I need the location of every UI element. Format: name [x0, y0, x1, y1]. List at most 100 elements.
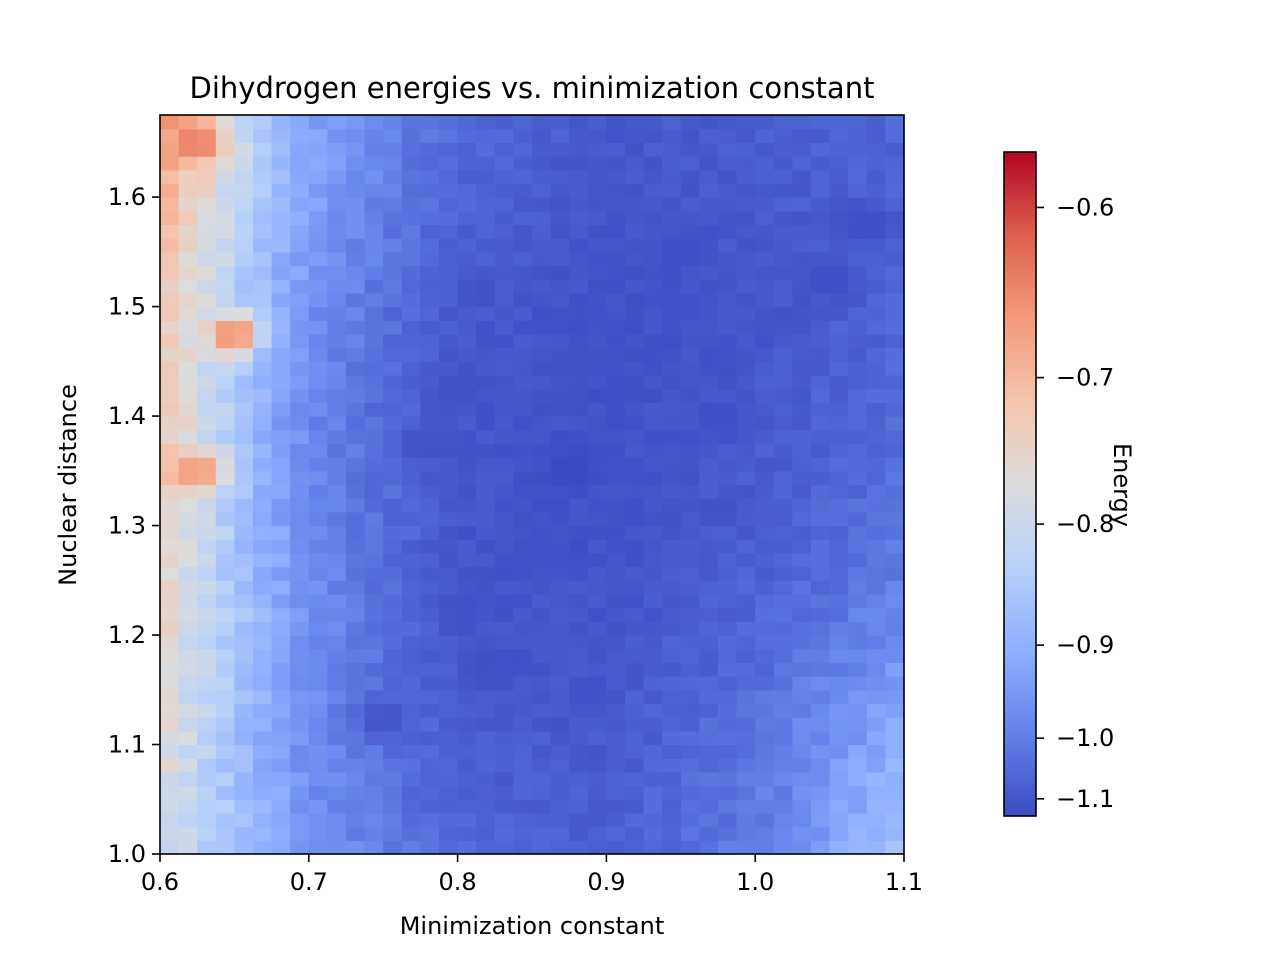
heatmap-cell — [401, 156, 421, 171]
heatmap-cell — [885, 552, 904, 568]
heatmap-cell — [476, 826, 496, 841]
heatmap-cell — [253, 224, 273, 239]
heatmap-cell — [662, 580, 682, 595]
heatmap-cell — [532, 197, 552, 212]
heatmap-cell — [513, 717, 533, 732]
heatmap-cell — [290, 375, 310, 390]
heatmap-cell — [290, 566, 310, 581]
heatmap-cell — [494, 662, 514, 677]
heatmap-cell — [253, 593, 273, 609]
heatmap-cell — [736, 635, 756, 650]
heatmap-cell — [811, 402, 831, 417]
heatmap-cell — [215, 115, 235, 130]
heatmap-cell — [773, 402, 793, 417]
heatmap-cell — [494, 566, 514, 581]
heatmap-cell — [160, 826, 180, 841]
heatmap-cell — [699, 607, 719, 622]
heatmap-cell — [215, 156, 235, 171]
heatmap-cell — [755, 347, 775, 362]
heatmap-cell — [587, 388, 607, 403]
heatmap-cell — [569, 197, 589, 212]
heatmap-cell — [736, 402, 756, 417]
heatmap-cell — [439, 785, 459, 800]
heatmap-cell — [439, 375, 459, 390]
heatmap-cell — [699, 730, 719, 746]
heatmap-cell — [439, 484, 459, 499]
heatmap-cell — [699, 758, 719, 773]
heatmap-cell — [569, 840, 589, 854]
heatmap-cell — [215, 416, 235, 431]
heatmap-cell — [736, 429, 756, 445]
heatmap-cell — [494, 689, 514, 705]
heatmap-cell — [532, 580, 552, 595]
heatmap-cell — [271, 457, 291, 472]
heatmap-cell — [606, 142, 626, 157]
heatmap-cell — [885, 607, 904, 622]
heatmap-cell — [736, 799, 756, 814]
heatmap-cell — [736, 758, 756, 773]
heatmap-cell — [197, 115, 217, 130]
heatmap-cell — [271, 826, 291, 841]
heatmap-cell — [718, 552, 738, 568]
heatmap-cell — [606, 511, 626, 527]
heatmap-cell — [439, 347, 459, 362]
heatmap-cell — [420, 580, 440, 595]
heatmap-cell — [327, 115, 347, 130]
heatmap-cell — [792, 785, 812, 800]
heatmap-cell — [680, 717, 700, 732]
heatmap-cell — [532, 525, 552, 540]
heatmap-cell — [606, 758, 626, 773]
heatmap-cell — [848, 566, 868, 581]
heatmap-cell — [364, 840, 384, 854]
heatmap-cell — [532, 744, 552, 759]
heatmap-cell — [253, 183, 273, 198]
heatmap-cell — [848, 197, 868, 212]
heatmap-cell — [253, 169, 273, 185]
heatmap-cell — [662, 306, 682, 321]
heatmap-cell — [885, 210, 904, 226]
heatmap-cell — [383, 580, 403, 595]
heatmap-cell — [513, 758, 533, 773]
heatmap-cell — [401, 703, 421, 718]
heatmap-cell — [401, 470, 421, 486]
heatmap-cell — [532, 539, 552, 554]
heatmap-cell — [718, 183, 738, 198]
heatmap-cell — [346, 320, 366, 335]
heatmap-cell — [885, 580, 904, 595]
heatmap-cell — [569, 498, 589, 513]
heatmap-cell — [792, 320, 812, 335]
heatmap-cell — [178, 484, 198, 499]
heatmap-cell — [755, 238, 775, 253]
heatmap-cell — [848, 621, 868, 636]
heatmap-cell — [457, 361, 477, 376]
heatmap-cell — [234, 306, 254, 321]
heatmap-cell — [829, 388, 849, 403]
heatmap-cell — [569, 320, 589, 335]
heatmap-cell — [662, 169, 682, 185]
heatmap-cell — [773, 443, 793, 458]
heatmap-cell — [383, 429, 403, 445]
heatmap-cell — [606, 785, 626, 800]
heatmap-cell — [550, 183, 570, 198]
heatmap-cell — [439, 265, 459, 280]
heatmap-cell — [383, 771, 403, 787]
heatmap-cell — [476, 539, 496, 554]
heatmap-cell — [308, 197, 328, 212]
heatmap-cell — [606, 238, 626, 253]
heatmap-cell — [346, 744, 366, 759]
heatmap-cell — [587, 306, 607, 321]
heatmap-cell — [271, 593, 291, 609]
heatmap-cell — [364, 758, 384, 773]
heatmap-cell — [662, 347, 682, 362]
heatmap-cell — [160, 703, 180, 718]
heatmap-cell — [476, 443, 496, 458]
heatmap-cell — [401, 799, 421, 814]
heatmap-cell — [513, 484, 533, 499]
heatmap-cell — [439, 730, 459, 746]
heatmap-cell — [197, 717, 217, 732]
heatmap-cell — [457, 142, 477, 157]
heatmap-cell — [550, 744, 570, 759]
heatmap-cell — [160, 197, 180, 212]
heatmap-cell — [308, 115, 328, 130]
heatmap-cell — [308, 156, 328, 171]
